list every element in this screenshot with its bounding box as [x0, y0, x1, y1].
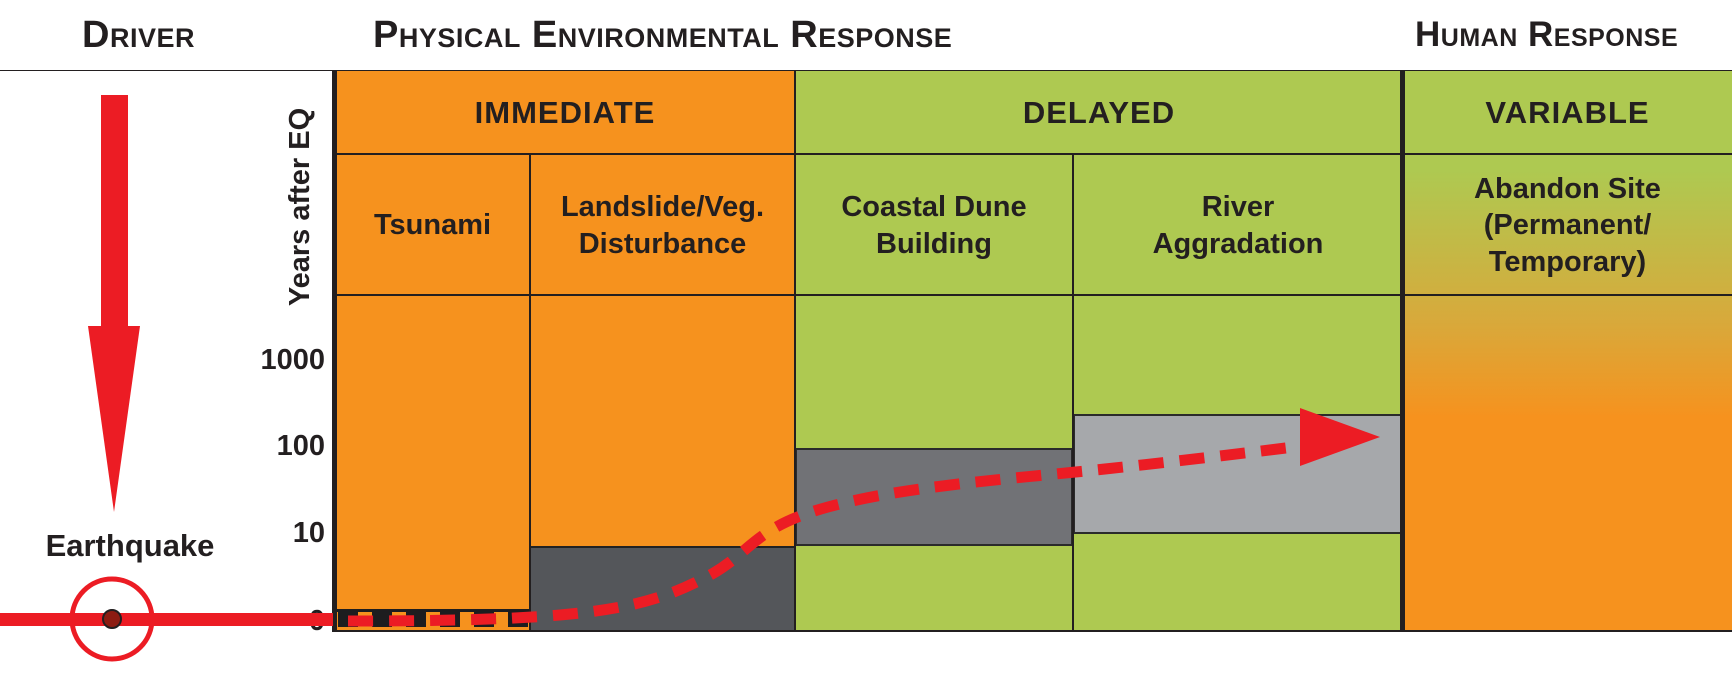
column-label-coastal-dune: Coastal Dune Building	[841, 191, 1027, 260]
background-human-response	[1403, 70, 1732, 630]
landslide-bar	[530, 546, 795, 630]
column-label-river-aggradation: River Aggradation	[1152, 191, 1324, 260]
human-response-header: Human Response	[1403, 0, 1732, 70]
earthquake-label: Earthquake	[45, 528, 215, 563]
column-label-tsunami: Tsunami	[373, 209, 492, 242]
physical-response-header: Physical Environmental Response	[335, 0, 1403, 70]
y-axis-tick-0: 0	[308, 605, 325, 637]
y-axis-tick-1000: 1000	[260, 344, 325, 376]
earthquake-epicenter-icon	[69, 576, 155, 662]
band-delayed: DELAYED	[1022, 94, 1176, 130]
band-immediate: IMMEDIATE	[474, 94, 656, 130]
down-arrow-icon	[88, 95, 140, 512]
tsunami-bar	[338, 612, 528, 627]
time-axis-line	[335, 630, 1732, 632]
y-axis-label: Years after EQ	[284, 107, 316, 307]
column-label-abandon-site: Abandon Site (Permanent/ Temporary)	[1474, 173, 1661, 278]
band-variable: VARIABLE	[1485, 94, 1650, 130]
coastal-dune-bar	[795, 448, 1073, 546]
sublabel-divider	[335, 294, 1732, 296]
y-axis-tick-100: 100	[276, 430, 325, 462]
column-label-landslide: Landslide/Veg. Disturbance	[560, 191, 765, 260]
physical-human-divider	[1400, 0, 1405, 632]
y-axis-tick-10: 10	[292, 517, 325, 549]
immediate-delayed-divider	[794, 70, 796, 632]
driver-chart-divider	[332, 0, 337, 632]
coastal-river-divider	[1072, 155, 1074, 632]
band-divider	[335, 153, 1732, 155]
river-aggradation-bar	[1073, 414, 1403, 534]
tsunami-landslide-divider	[529, 155, 531, 632]
driver-header: Driver	[0, 0, 335, 70]
